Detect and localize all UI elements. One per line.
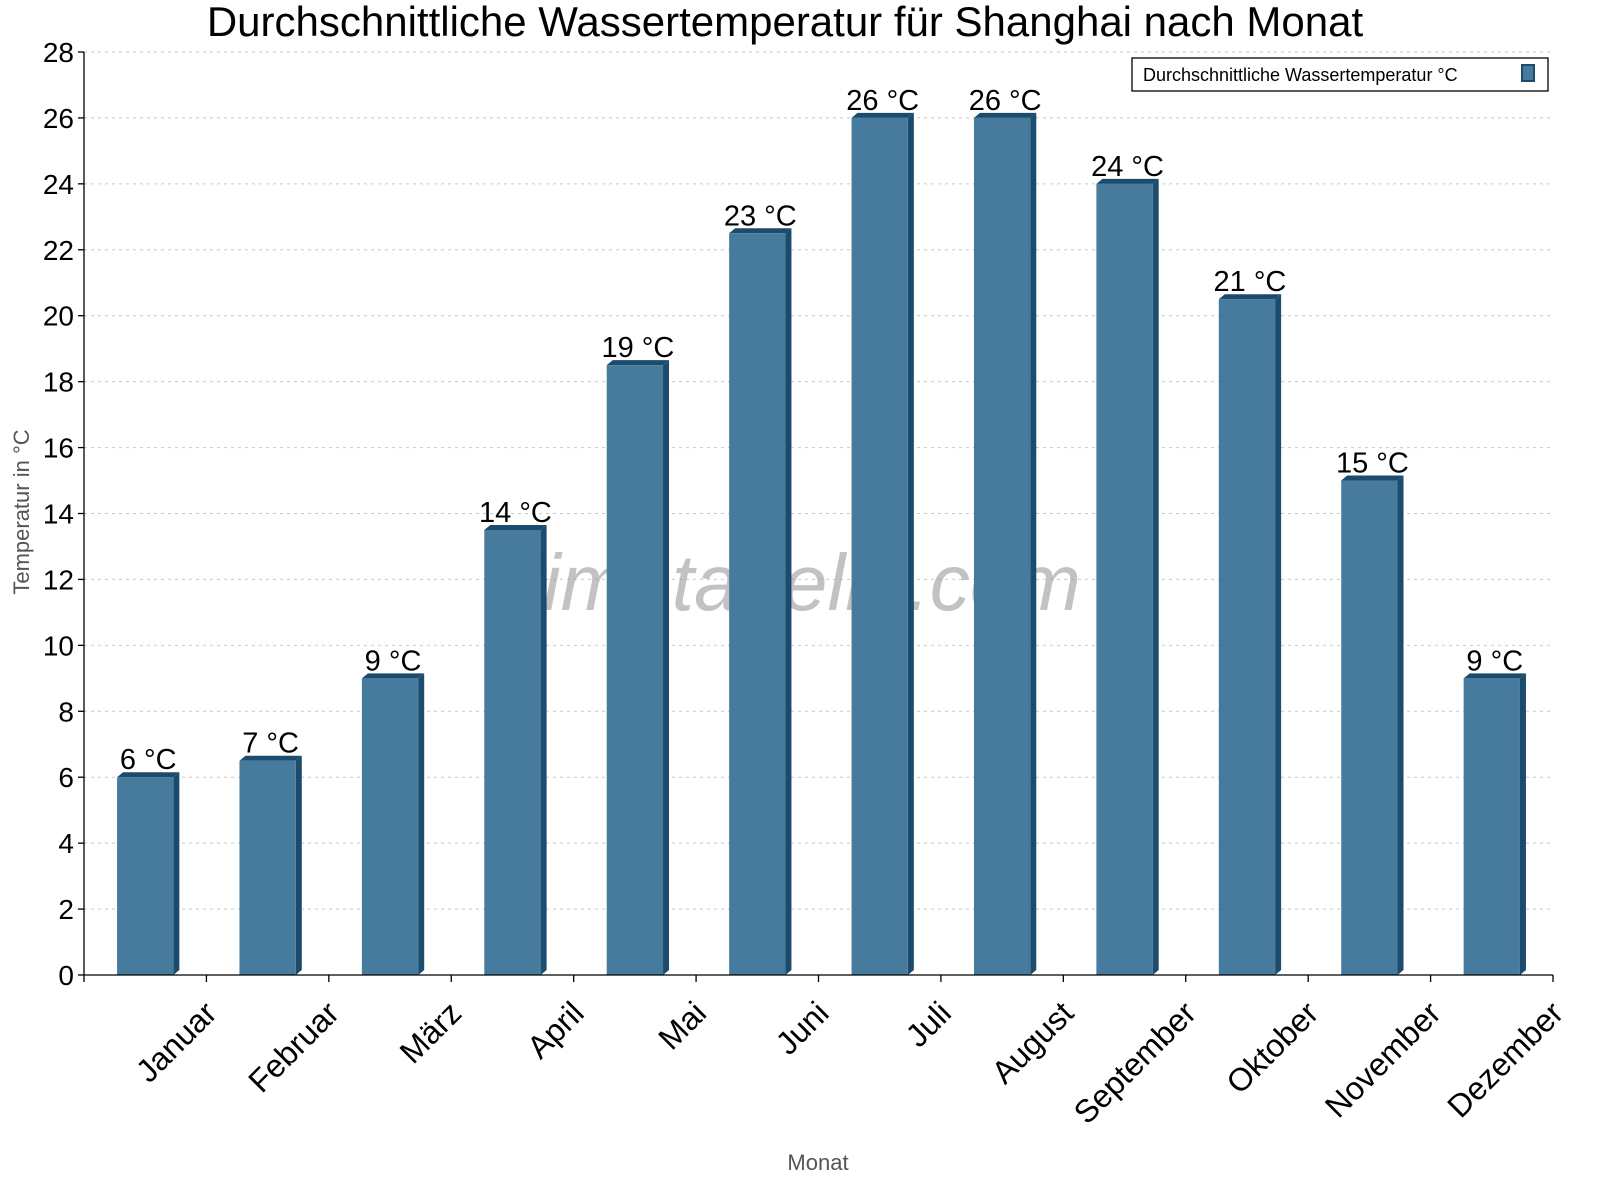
bar-top <box>729 228 792 234</box>
bar <box>973 117 1031 975</box>
x-tick-label: Oktober <box>1219 994 1325 1100</box>
bar-top <box>117 772 180 778</box>
data-label: 14 °C <box>479 497 552 529</box>
legend-box <box>1131 57 1549 92</box>
data-label: 21 °C <box>1214 266 1287 298</box>
x-tick-label: August <box>984 995 1080 1091</box>
y-tick-label: 24 <box>43 169 74 200</box>
bar-top <box>484 524 547 530</box>
bar-side <box>663 360 670 975</box>
bar-side <box>1152 178 1159 975</box>
legend-swatch <box>1521 64 1535 82</box>
y-tick-label: 22 <box>43 235 74 266</box>
bar-top <box>606 360 670 366</box>
data-label: 9 °C <box>1466 645 1523 677</box>
bar-top <box>1096 178 1159 184</box>
x-tick-label: September <box>1067 994 1203 1130</box>
x-tick-label: Juni <box>769 995 836 1062</box>
bar-side <box>295 755 302 975</box>
legend-label: Durchschnittliche Wassertemperatur °C <box>1143 65 1458 85</box>
data-label: 6 °C <box>120 744 177 776</box>
bars: 6 °C 7 °C 9 °C 14 °C 19 °C 23 °C 26 °C 26 °C 24 … <box>117 85 1526 975</box>
bar-top <box>973 112 1037 118</box>
bar-side <box>1519 673 1526 975</box>
bar <box>1463 678 1520 975</box>
x-tick-label: Februar <box>241 994 346 1099</box>
x-tick-label: Dezember <box>1440 994 1570 1124</box>
bar <box>729 233 786 975</box>
y-tick-label: 0 <box>58 960 74 991</box>
x-tick-label: April <box>520 995 591 1066</box>
data-label: 15 °C <box>1336 448 1409 480</box>
data-label: 24 °C <box>1091 151 1164 183</box>
x-tick-label: März <box>393 995 469 1071</box>
y-tick-label: 10 <box>43 630 74 661</box>
x-tick-label: Januar <box>129 994 224 1089</box>
x-tick-label: Juli <box>899 995 958 1054</box>
bar-side <box>173 772 180 975</box>
bar-side <box>1397 475 1404 975</box>
bar <box>606 365 664 975</box>
bar-top <box>239 755 302 761</box>
legend: Durchschnittliche Wassertemperatur °C <box>1131 57 1549 92</box>
y-tick-label: 8 <box>58 696 74 727</box>
bar <box>484 529 541 975</box>
x-tick-label: Mai <box>651 995 713 1057</box>
y-tick-label: 6 <box>58 762 74 793</box>
y-tick-label: 18 <box>43 367 74 398</box>
y-tick-label: 16 <box>43 433 74 464</box>
data-label: 26 °C <box>846 85 919 117</box>
data-label: 23 °C <box>724 200 797 232</box>
bar-top <box>851 112 914 118</box>
y-tick-label: 28 <box>43 37 74 68</box>
y-axis-label: Temperatur in °C <box>9 429 34 594</box>
y-tick-label: 14 <box>43 499 74 530</box>
grid-lines <box>84 51 1553 910</box>
y-tick-label: 4 <box>58 828 74 859</box>
bar <box>1341 480 1398 975</box>
bar-side <box>907 112 914 975</box>
y-tick-label: 20 <box>43 301 74 332</box>
bar <box>851 117 908 975</box>
y-tick-label: 12 <box>43 564 74 595</box>
data-label: 9 °C <box>365 645 422 677</box>
chart-title: Durchschnittliche Wassertemperatur für S… <box>207 0 1364 45</box>
bar <box>1218 299 1276 975</box>
x-axis-label: Monat <box>787 1150 848 1175</box>
bar-top <box>1218 294 1282 300</box>
data-label: 7 °C <box>242 728 299 760</box>
bar-top <box>1341 475 1404 481</box>
bar <box>361 678 419 975</box>
bar-top <box>1463 673 1526 679</box>
data-label: 19 °C <box>601 332 674 364</box>
bar <box>239 760 296 975</box>
y-tick-label: 2 <box>58 894 74 925</box>
bar-side <box>785 228 792 975</box>
data-label: 26 °C <box>969 85 1042 117</box>
bar <box>1096 183 1153 975</box>
bar <box>117 777 174 975</box>
bar-side <box>1030 112 1037 975</box>
y-tick-label: 26 <box>43 103 74 134</box>
x-tick-label: November <box>1318 994 1448 1124</box>
bar-top <box>361 673 425 679</box>
bar-side <box>418 673 425 975</box>
bar-side <box>540 524 547 975</box>
bar-side <box>1275 294 1282 975</box>
